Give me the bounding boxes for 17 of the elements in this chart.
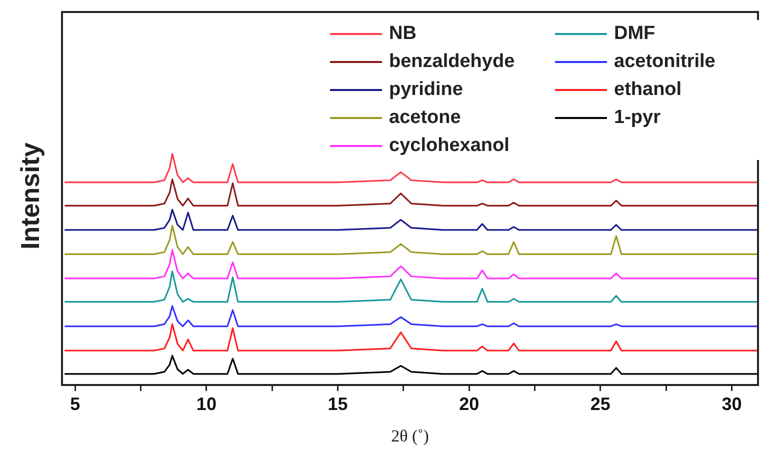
legend-label: ethanol bbox=[614, 79, 682, 101]
legend-label: 1-pyr bbox=[614, 107, 660, 129]
legend-label: benzaldehyde bbox=[389, 51, 515, 73]
legend-label: DMF bbox=[614, 23, 656, 45]
x-axis-title: 2θ (˚) bbox=[391, 426, 429, 446]
legend-label: pyridine bbox=[389, 79, 463, 101]
x-tick-label: 20 bbox=[459, 394, 480, 414]
x-tick-label: 30 bbox=[722, 394, 742, 414]
legend-label: cyclohexanol bbox=[389, 135, 510, 157]
x-tick-label: 10 bbox=[196, 394, 216, 414]
legend-label: acetone bbox=[389, 107, 461, 129]
x-tick-label: 5 bbox=[70, 394, 80, 414]
x-tick-label: 15 bbox=[328, 394, 348, 414]
x-tick-label: 25 bbox=[590, 394, 610, 414]
legend-label: acetonitrile bbox=[614, 51, 716, 73]
y-axis-title: Intensity bbox=[15, 142, 45, 250]
legend-label: NB bbox=[389, 23, 416, 45]
